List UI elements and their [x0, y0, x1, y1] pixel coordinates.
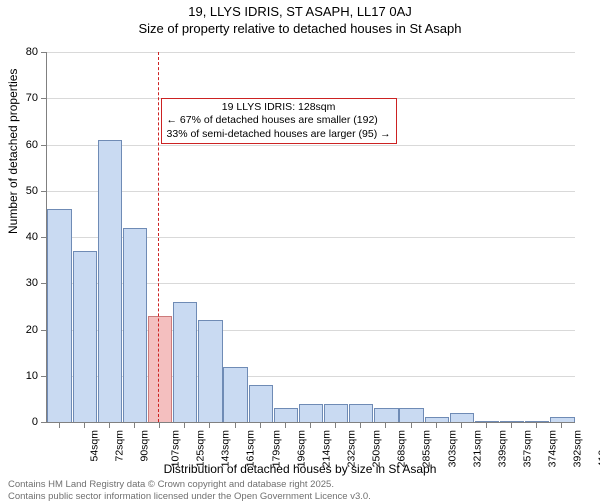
xtick-mark: [461, 423, 462, 428]
annotation-line: 19 LLYS IDRIS: 128sqm: [167, 101, 391, 114]
footer-line-1: Contains HM Land Registry data © Crown c…: [8, 479, 592, 490]
ytick-label: 10: [8, 370, 38, 382]
xtick-mark: [134, 423, 135, 428]
xtick-mark: [235, 423, 236, 428]
histogram-bar: [73, 251, 97, 422]
xtick-label: 72sqm: [113, 430, 125, 462]
histogram-bar: [425, 417, 449, 422]
ytick-label: 40: [8, 231, 38, 243]
histogram-bar: [399, 408, 423, 422]
ytick-label: 30: [8, 277, 38, 289]
ytick-label: 50: [8, 185, 38, 197]
xtick-mark: [411, 423, 412, 428]
footer-line-2: Contains public sector information licen…: [8, 491, 592, 502]
annotation-box: 19 LLYS IDRIS: 128sqm← 67% of detached h…: [161, 98, 397, 143]
histogram-bar: [123, 228, 147, 422]
gridline: [47, 52, 575, 53]
xtick-mark: [436, 423, 437, 428]
xtick-mark: [209, 423, 210, 428]
xtick-mark: [59, 423, 60, 428]
histogram-bar: [274, 408, 298, 422]
histogram-bar: [525, 421, 549, 422]
xtick-mark: [511, 423, 512, 428]
xtick-mark: [285, 423, 286, 428]
histogram-bar-highlight: [148, 316, 172, 422]
xtick-mark: [360, 423, 361, 428]
histogram-bar: [98, 140, 122, 422]
xtick-label: 54sqm: [88, 430, 100, 462]
xtick-mark: [536, 423, 537, 428]
histogram-bar: [475, 421, 499, 422]
gridline: [47, 145, 575, 146]
ytick-label: 0: [8, 416, 38, 428]
page-subtitle: Size of property relative to detached ho…: [0, 21, 600, 36]
footer-attribution: Contains HM Land Registry data © Crown c…: [8, 479, 592, 502]
xtick-label: 90sqm: [138, 430, 150, 462]
xtick-mark: [184, 423, 185, 428]
histogram-bar: [550, 417, 574, 422]
x-axis-label: Distribution of detached houses by size …: [0, 462, 600, 476]
xtick-mark: [260, 423, 261, 428]
xtick-mark: [486, 423, 487, 428]
histogram-bar: [324, 404, 348, 423]
ytick-label: 20: [8, 324, 38, 336]
histogram-bar: [500, 421, 524, 422]
histogram-bar: [450, 413, 474, 422]
histogram-bar: [198, 320, 222, 422]
page-title: 19, LLYS IDRIS, ST ASAPH, LL17 0AJ: [0, 4, 600, 19]
subject-marker-line: [158, 52, 159, 422]
ytick-label: 80: [8, 46, 38, 58]
ytick-label: 70: [8, 92, 38, 104]
plot-area: 19 LLYS IDRIS: 128sqm← 67% of detached h…: [46, 52, 575, 423]
histogram-bar: [223, 367, 247, 423]
annotation-line: ← 67% of detached houses are smaller (19…: [167, 114, 391, 127]
histogram-bar: [374, 408, 398, 422]
xtick-mark: [310, 423, 311, 428]
ytick-label: 60: [8, 139, 38, 151]
xtick-mark: [159, 423, 160, 428]
chart-area: 01020304050607080 19 LLYS IDRIS: 128sqm←…: [46, 52, 574, 422]
histogram-bar: [349, 404, 373, 423]
xtick-mark: [109, 423, 110, 428]
xtick-mark: [385, 423, 386, 428]
xtick-mark: [335, 423, 336, 428]
histogram-bar: [173, 302, 197, 422]
histogram-bar: [299, 404, 323, 423]
histogram-bar: [249, 385, 273, 422]
annotation-line: 33% of semi-detached houses are larger (…: [167, 128, 391, 141]
gridline: [47, 191, 575, 192]
xtick-mark: [561, 423, 562, 428]
histogram-bar: [47, 209, 71, 422]
xtick-mark: [84, 423, 85, 428]
